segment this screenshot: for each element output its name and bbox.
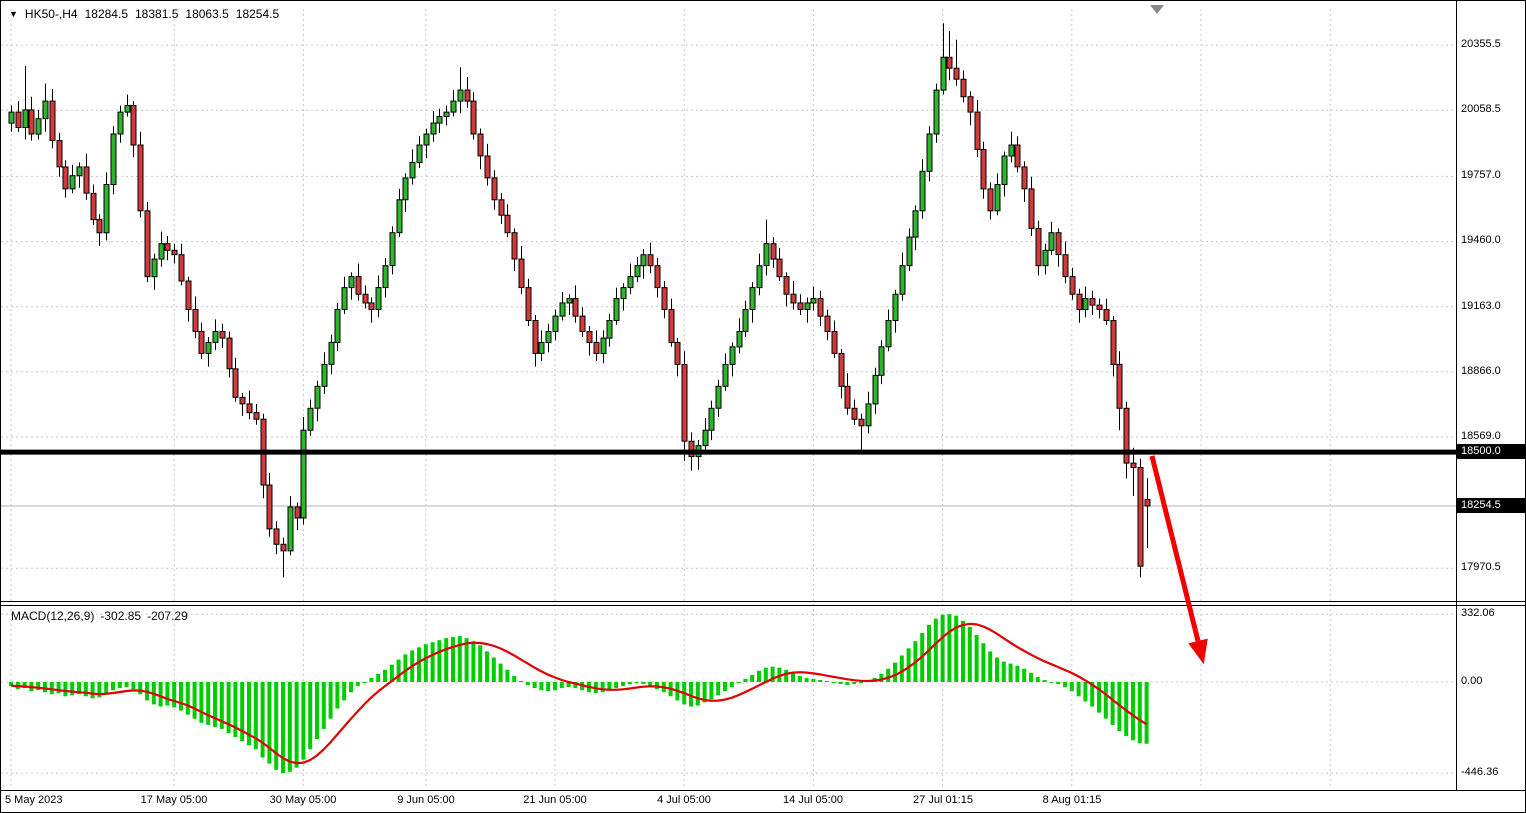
price-axis-label: 20355.5 [1461, 38, 1501, 50]
macd-histogram [9, 614, 1149, 773]
macd-signal-line [10, 622, 1148, 765]
level-price-tag: 18500.0 [1457, 444, 1525, 459]
time-axis-label: 30 May 05:00 [269, 794, 337, 806]
price-axis-label: 18866.0 [1461, 365, 1501, 377]
macd-name: MACD(12,26,9) [11, 609, 95, 623]
panel-separator[interactable] [1, 1, 1526, 791]
price-axis-label: 20058.5 [1461, 103, 1501, 115]
macd-signal-value: -207.29 [147, 609, 188, 623]
price-axis-label: 19163.0 [1461, 300, 1501, 312]
macd-axis-label: 332.06 [1461, 607, 1495, 619]
current-price-tag: 18254.5 [1457, 498, 1525, 513]
time-axis-label: 8 Aug 01:15 [1042, 794, 1102, 806]
price-axis-label: 19460.0 [1461, 234, 1501, 246]
time-axis-label: 5 May 2023 [5, 794, 63, 806]
price-axis-label: 19757.0 [1461, 169, 1501, 181]
symbol-timeframe-label: HK50-,H4 [24, 7, 78, 21]
open-value: 18284.5 [84, 7, 128, 21]
time-axis-label: 27 Jul 01:15 [913, 794, 973, 806]
symbol-dropdown-icon: ▼ [9, 9, 18, 19]
grid-lines [1, 9, 1456, 789]
time-axis-label: 9 Jun 05:00 [397, 794, 455, 806]
macd-indicator-label: MACD(12,26,9) -302.85 -207.29 [11, 609, 188, 623]
trend-arrow[interactable] [1149, 455, 1208, 665]
macd-axis-label: -446.36 [1461, 766, 1499, 778]
chart-shift-marker [1150, 5, 1164, 14]
high-value: 18381.5 [135, 7, 179, 21]
ohlc-values: 18284.5 18381.5 18063.5 18254.5 [85, 7, 280, 21]
low-value: 18063.5 [185, 7, 229, 21]
macd-value: -302.85 [100, 609, 142, 623]
time-axis-label: 4 Jul 05:00 [657, 794, 711, 806]
price-axis-label: 18569.0 [1461, 430, 1501, 442]
time-axis-label: 21 Jun 05:00 [523, 794, 587, 806]
chart-ohlc-header: ▼ HK50-,H4 18284.5 18381.5 18063.5 18254… [9, 7, 279, 21]
price-axis-label: 17970.5 [1461, 561, 1501, 573]
candlesticks [8, 23, 1151, 578]
time-axis-label: 14 Jul 05:00 [783, 794, 843, 806]
macd-axis-label: 0.00 [1461, 675, 1483, 687]
time-axis-label: 17 May 05:00 [140, 794, 208, 806]
close-value: 18254.5 [235, 7, 280, 21]
